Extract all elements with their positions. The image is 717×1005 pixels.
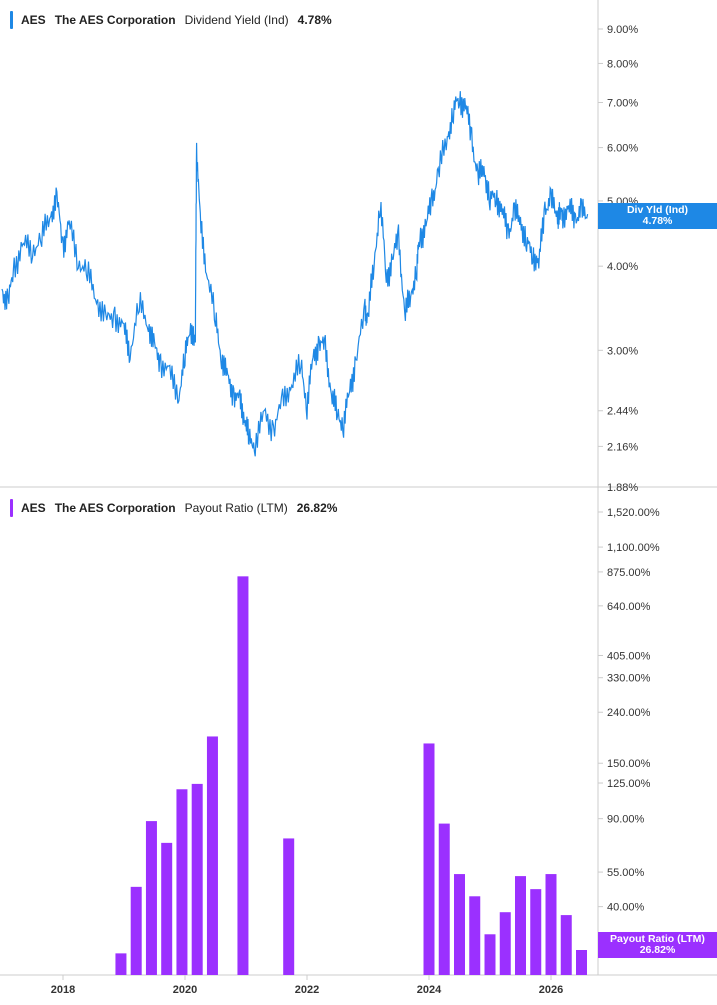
payout-ratio-tag: Payout Ratio (LTM) 26.82% <box>598 932 717 958</box>
payout-bar <box>283 838 295 975</box>
x-tick-label: 2020 <box>173 984 197 996</box>
bottom-legend: AES The AES Corporation Payout Ratio (LT… <box>10 497 353 519</box>
payout-bar <box>423 743 435 975</box>
payout-bar <box>237 576 249 975</box>
legend-ticker: AES <box>21 501 46 515</box>
x-tick-label: 2022 <box>295 984 319 996</box>
y-tick-label: 240.00% <box>607 707 651 719</box>
dividend-yield-line <box>1 91 589 457</box>
payout-bar <box>560 915 572 975</box>
legend-company: The AES Corporation <box>54 501 176 515</box>
y-tick-label: 150.00% <box>607 758 651 770</box>
payout-bar <box>484 934 496 975</box>
top-legend: AES The AES Corporation Dividend Yield (… <box>10 9 347 31</box>
bottom-y-axis: 1,520.00% 1,100.00% 875.00% 640.00% 405.00% 3… <box>598 507 660 914</box>
payout-bar <box>469 896 481 975</box>
legend-metric: Payout Ratio (LTM) <box>184 501 288 515</box>
y-tick-label: 1,100.00% <box>607 542 660 554</box>
legend-metric: Dividend Yield (Ind) <box>184 13 289 27</box>
payout-legend-swatch <box>10 499 13 517</box>
y-tick-label: 90.00% <box>607 814 645 826</box>
y-tick-label: 405.00% <box>607 650 651 662</box>
tag-value: 26.82% <box>639 944 676 956</box>
y-tick-label: 4.00% <box>607 261 638 273</box>
legend-value: 26.82% <box>296 501 338 515</box>
payout-bar <box>576 950 587 975</box>
y-tick-label: 2.44% <box>607 406 638 418</box>
payout-bars <box>115 576 587 975</box>
y-tick-label: 8.00% <box>607 58 638 70</box>
y-tick-label: 6.00% <box>607 143 638 155</box>
legend-company: The AES Corporation <box>54 13 176 27</box>
y-tick-label: 55.00% <box>607 867 645 879</box>
y-tick-label: 330.00% <box>607 673 651 685</box>
payout-bar <box>499 912 511 975</box>
yield-legend-swatch <box>10 11 13 29</box>
payout-bar <box>438 823 450 975</box>
top-y-axis: 9.00%8.00%7.00%6.00%5.00%4.00%3.00%2.44%… <box>598 24 638 494</box>
payout-bar <box>454 874 465 975</box>
payout-bar <box>161 842 173 975</box>
legend-ticker: AES <box>21 13 46 27</box>
dividend-yield-tag: Div Yld (Ind) 4.78% <box>598 203 717 229</box>
x-axis: 2018 2020 2022 2024 2026 <box>51 975 563 996</box>
tag-label: Payout Ratio (LTM) <box>610 933 705 945</box>
payout-bar <box>515 876 526 975</box>
y-tick-label: 7.00% <box>607 98 638 110</box>
y-tick-label: 9.00% <box>607 24 638 36</box>
payout-bar <box>206 736 218 975</box>
y-tick-label: 2.16% <box>607 441 638 453</box>
x-tick-label: 2024 <box>417 984 442 996</box>
tag-value: 4.78% <box>642 215 673 227</box>
payout-bar <box>115 953 127 975</box>
y-tick-label: 40.00% <box>607 902 645 914</box>
x-tick-label: 2026 <box>539 984 563 996</box>
y-tick-label: 640.00% <box>607 601 651 613</box>
payout-bar <box>545 874 557 975</box>
payout-bar <box>176 789 188 975</box>
y-tick-label: 1,520.00% <box>607 507 660 519</box>
y-tick-label: 875.00% <box>607 567 651 579</box>
y-tick-label: 1.88% <box>607 482 638 494</box>
payout-bar <box>191 783 203 975</box>
y-tick-label: 3.00% <box>607 345 638 357</box>
y-tick-label: 125.00% <box>607 778 651 790</box>
payout-bar <box>530 889 542 975</box>
payout-bar <box>130 886 142 975</box>
legend-value: 4.78% <box>297 13 332 27</box>
x-tick-label: 2018 <box>51 984 75 996</box>
payout-bar <box>145 821 157 975</box>
tag-label: Div Yld (Ind) <box>626 204 689 216</box>
